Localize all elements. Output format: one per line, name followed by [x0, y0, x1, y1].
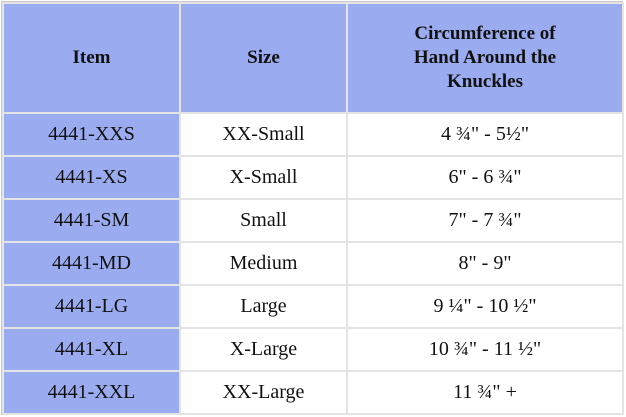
size-cell: Small [179, 198, 348, 243]
header-cell: Size [179, 2, 348, 114]
circumference-cell: 7" - 7 ¾" [346, 198, 624, 243]
header-text: Item [72, 47, 111, 68]
item-cell: 4441-XS [2, 155, 181, 200]
size-cell: Large [179, 284, 348, 329]
table-row: 4441-XXS XX-Small 4 ¾" - 5½" [2, 112, 624, 157]
size-cell: XX-Small [179, 112, 348, 157]
circumference-cell: 8" - 9" [346, 241, 624, 286]
circumference-cell: 9 ¼" - 10 ½" [346, 284, 624, 329]
circumference-cell: 6" - 6 ¾" [346, 155, 624, 200]
table-row: 4441-XL X-Large 10 ¾" - 11 ½" [2, 327, 624, 372]
size-cell: XX-Large [179, 370, 348, 415]
header-text: Size [247, 47, 280, 68]
item-cell: 4441-XL [2, 327, 181, 372]
table-row: 4441-SM Small 7" - 7 ¾" [2, 198, 624, 243]
header-row: Item Size Circumference of Hand Around the… [2, 2, 624, 114]
circumference-cell: 4 ¾" - 5½" [346, 112, 624, 157]
table-row: 4441-XS X-Small 6" - 6 ¾" [2, 155, 624, 200]
table-row: 4441-LG Large 9 ¼" - 10 ½" [2, 284, 624, 329]
header-cell: Item [2, 2, 181, 114]
header-cell: Circumference of Hand Around the Knuckle… [346, 2, 624, 114]
size-cell: X-Large [179, 327, 348, 372]
size-cell: Medium [179, 241, 348, 286]
size-cell: X-Small [179, 155, 348, 200]
table-body: 4441-XXS XX-Small 4 ¾" - 5½" 4441-XS X-Small… [2, 112, 624, 415]
header-text: Circumference of Hand Around the Knuckle… [413, 23, 557, 92]
item-cell: 4441-XXL [2, 370, 181, 415]
circumference-cell: 11 ¾" + [346, 370, 624, 415]
item-cell: 4441-MD [2, 241, 181, 286]
item-cell: 4441-LG [2, 284, 181, 329]
table-row: 4441-MD Medium 8" - 9" [2, 241, 624, 286]
item-cell: 4441-SM [2, 198, 181, 243]
table-row: 4441-XXL XX-Large 11 ¾" + [2, 370, 624, 415]
circumference-cell: 10 ¾" - 11 ½" [346, 327, 624, 372]
item-cell: 4441-XXS [2, 112, 181, 157]
